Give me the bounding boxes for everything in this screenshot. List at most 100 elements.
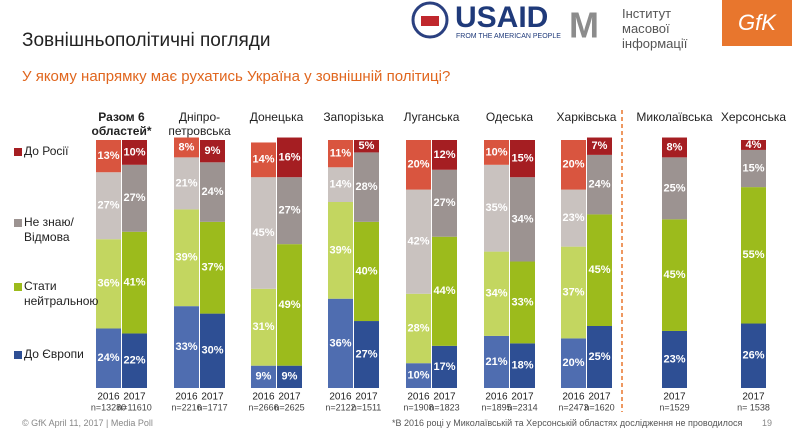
bar-segment bbox=[122, 164, 147, 232]
imi-text: Інститут масової інформації bbox=[622, 6, 688, 51]
bar-segment bbox=[200, 313, 225, 388]
group-label: Миколаївська bbox=[636, 110, 713, 124]
value-label: 34% bbox=[511, 213, 533, 225]
legend-swatch bbox=[14, 283, 22, 291]
bar-segment bbox=[587, 326, 612, 388]
value-label: 4% bbox=[746, 139, 762, 151]
sample-size: n=2666 bbox=[248, 402, 278, 412]
value-label: 27% bbox=[355, 348, 377, 360]
x-tick-label: 2017 bbox=[123, 392, 146, 403]
value-label: 10% bbox=[123, 146, 145, 158]
bar-segment bbox=[484, 335, 509, 388]
bar-segment bbox=[406, 140, 431, 190]
group-label: Одеська bbox=[485, 110, 534, 124]
x-tick-label: 2017 bbox=[355, 392, 378, 403]
value-label: 10% bbox=[407, 370, 429, 382]
footer: © GfK April 11, 2017 | Media Poll bbox=[22, 418, 153, 428]
value-label: 42% bbox=[407, 236, 429, 248]
value-label: 28% bbox=[407, 322, 429, 334]
bar-segment bbox=[561, 338, 586, 388]
value-label: 49% bbox=[278, 299, 300, 311]
title: Зовнішньополітичні погляди bbox=[22, 30, 271, 51]
sample-size: n=1823 bbox=[429, 402, 459, 412]
bar-segment bbox=[662, 137, 687, 158]
legend-label: До Європи bbox=[24, 347, 84, 361]
value-label: 27% bbox=[278, 205, 300, 217]
x-tick-label: 2017 bbox=[278, 392, 301, 403]
legend-label: До Росії bbox=[24, 144, 69, 158]
value-label: 23% bbox=[562, 212, 584, 224]
value-label: 5% bbox=[359, 140, 375, 152]
value-label: 9% bbox=[282, 371, 298, 383]
value-label: 20% bbox=[562, 159, 584, 171]
value-label: 33% bbox=[511, 296, 533, 308]
value-label: 15% bbox=[742, 162, 764, 174]
x-tick-label: 2017 bbox=[433, 392, 456, 403]
bar-segment bbox=[96, 140, 121, 173]
value-label: 16% bbox=[278, 151, 300, 163]
bar-segment bbox=[354, 140, 379, 153]
x-tick-label: 2016 bbox=[329, 392, 352, 403]
legend-swatch bbox=[14, 148, 22, 156]
value-label: 36% bbox=[97, 278, 119, 290]
x-tick-label: 2016 bbox=[562, 392, 585, 403]
value-label: 21% bbox=[175, 177, 197, 189]
sample-size: n=11610 bbox=[117, 402, 152, 412]
x-tick-label: 2017 bbox=[742, 392, 765, 403]
sample-size: n=2216 bbox=[171, 402, 201, 412]
bar-segment bbox=[406, 189, 431, 294]
bar-segment bbox=[277, 244, 302, 366]
value-label: 33% bbox=[175, 341, 197, 353]
usaid-text: USAID bbox=[455, 1, 549, 34]
value-label: 25% bbox=[663, 182, 685, 194]
value-label: 45% bbox=[663, 269, 685, 281]
bar-segment bbox=[561, 140, 586, 190]
bar-segment bbox=[328, 202, 353, 299]
value-label: 37% bbox=[562, 286, 584, 298]
sample-size: n=2122 bbox=[325, 402, 355, 412]
value-label: 34% bbox=[485, 288, 507, 300]
x-tick-label: 2016 bbox=[97, 392, 120, 403]
value-label: 9% bbox=[205, 145, 221, 157]
bar-segment bbox=[406, 293, 431, 364]
bar-segment bbox=[587, 214, 612, 326]
footnote: *В 2016 році у Миколаївській та Херсонсь… bbox=[392, 418, 743, 428]
bar-segment bbox=[200, 162, 225, 222]
bar-segment bbox=[251, 142, 276, 178]
value-label: 27% bbox=[97, 200, 119, 212]
sample-size: n=1620 bbox=[584, 402, 614, 412]
value-label: 9% bbox=[256, 371, 272, 383]
bar-segment bbox=[328, 140, 353, 168]
x-tick-label: 2017 bbox=[663, 392, 686, 403]
value-label: 25% bbox=[588, 351, 610, 363]
value-label: 7% bbox=[592, 140, 608, 152]
group-label: Херсонська bbox=[720, 110, 787, 124]
bar-segment bbox=[354, 321, 379, 388]
bar-segment bbox=[484, 251, 509, 336]
bar-segment bbox=[174, 157, 199, 210]
value-label: 21% bbox=[485, 356, 507, 368]
bar-segment bbox=[432, 345, 457, 388]
bar-segment bbox=[741, 323, 766, 388]
bar-segment bbox=[354, 152, 379, 222]
value-label: 13% bbox=[97, 150, 119, 162]
sample-size: n= 1538 bbox=[737, 402, 770, 412]
value-label: 37% bbox=[201, 262, 223, 274]
value-label: 35% bbox=[485, 202, 507, 214]
bar-segment bbox=[122, 140, 147, 165]
value-label: 40% bbox=[355, 265, 377, 277]
usaid-tagline: FROM THE AMERICAN PEOPLE bbox=[456, 33, 561, 40]
sample-size: n=1895 bbox=[481, 402, 511, 412]
bar-segment bbox=[96, 239, 121, 329]
group-label: Дніпро-петровська bbox=[168, 110, 231, 138]
bar-segment bbox=[174, 137, 199, 158]
bar-segment bbox=[277, 177, 302, 245]
sample-size: n=1908 bbox=[403, 402, 433, 412]
value-label: 18% bbox=[511, 360, 533, 372]
value-label: 26% bbox=[742, 350, 764, 362]
bar-segment bbox=[251, 365, 276, 388]
value-label: 8% bbox=[179, 141, 195, 153]
bar-segment bbox=[96, 328, 121, 388]
